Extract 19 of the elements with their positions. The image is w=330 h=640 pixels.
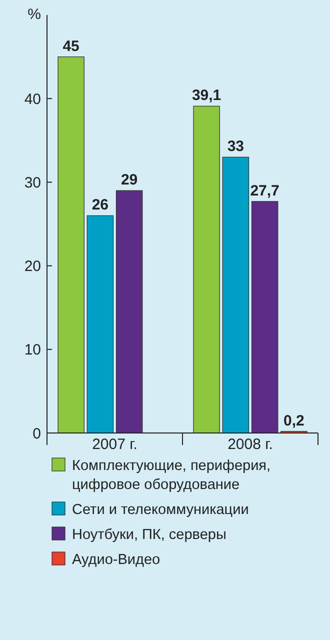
y-tick-label: 0 xyxy=(32,425,41,442)
legend-label: Ноутбуки, ПК, серверы xyxy=(72,527,226,543)
data-label: 26 xyxy=(92,196,109,214)
data-label: 45 xyxy=(62,38,80,55)
y-tick-label: 40 xyxy=(24,90,41,108)
legend-label: Комплектующие, периферия, цифровое оборудование xyxy=(72,458,271,493)
data-label: 33 xyxy=(227,138,244,156)
x-tick-label: 2008 г. xyxy=(228,436,273,453)
y-tick-label: 10 xyxy=(24,342,41,359)
x-tick-label: 2007 г. xyxy=(92,436,138,453)
y-tick-label: 30 xyxy=(24,174,41,192)
data-label: 27,7 xyxy=(250,182,280,200)
data-label: 29 xyxy=(120,172,138,189)
y-axis-title: % xyxy=(28,6,41,23)
y-tick-label: 20 xyxy=(24,258,41,276)
legend-label: Сети и телекоммуникации xyxy=(72,502,249,518)
data-label: 0,2 xyxy=(284,412,304,430)
data-label: 39,1 xyxy=(192,87,222,104)
legend-label: Аудио-Видео xyxy=(72,552,160,568)
